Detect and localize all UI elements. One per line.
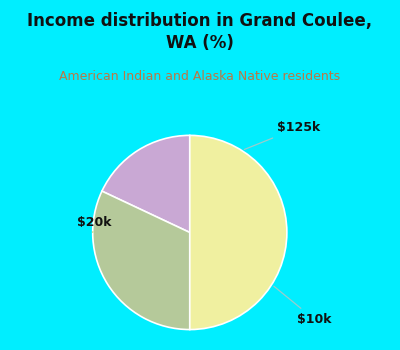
Text: $20k: $20k bbox=[77, 216, 112, 232]
Wedge shape bbox=[190, 135, 287, 330]
Text: American Indian and Alaska Native residents: American Indian and Alaska Native reside… bbox=[60, 70, 340, 83]
Text: $125k: $125k bbox=[244, 121, 320, 149]
Wedge shape bbox=[93, 191, 190, 330]
Wedge shape bbox=[102, 135, 190, 232]
Text: Income distribution in Grand Coulee,
WA (%): Income distribution in Grand Coulee, WA … bbox=[28, 12, 372, 52]
Text: $10k: $10k bbox=[274, 286, 332, 326]
